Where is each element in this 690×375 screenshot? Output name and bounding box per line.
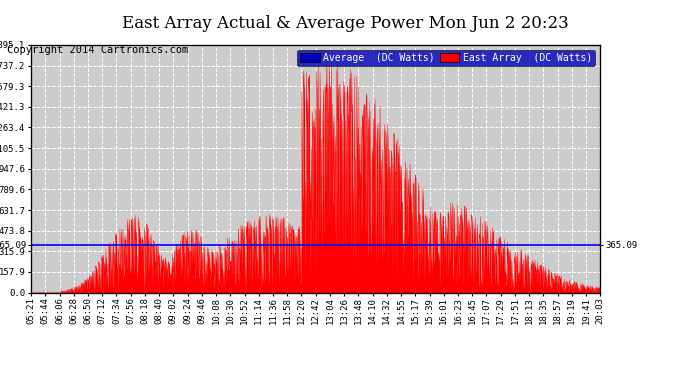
Text: East Array Actual & Average Power Mon Jun 2 20:23: East Array Actual & Average Power Mon Ju… [121, 15, 569, 32]
Legend: Average  (DC Watts), East Array  (DC Watts): Average (DC Watts), East Array (DC Watts… [297, 50, 595, 66]
Text: Copyright 2014 Cartronics.com: Copyright 2014 Cartronics.com [7, 45, 188, 55]
